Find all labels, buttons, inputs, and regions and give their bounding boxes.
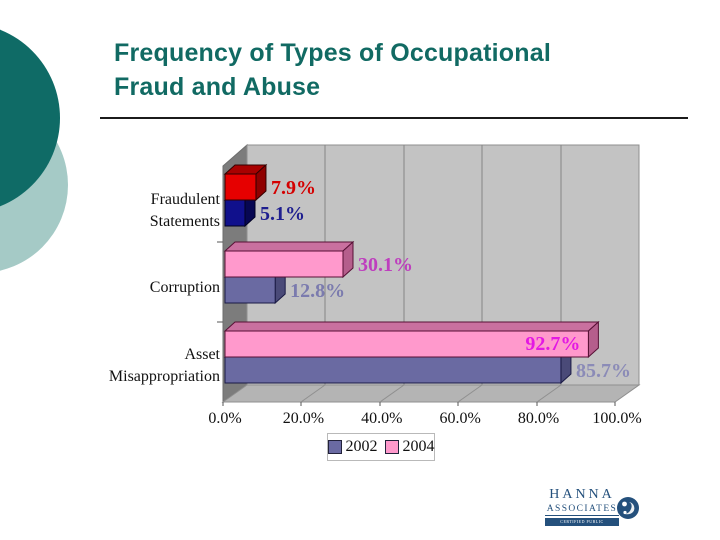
- category-label: Fraudulent Statements: [150, 191, 221, 230]
- x-axis-tick-label: 40.0%: [361, 410, 402, 427]
- company-logo: HANNA ASSOCIATES CERTIFIED PUBLIC ACCOUN…: [545, 487, 645, 526]
- x-axis-tick-label: 20.0%: [283, 410, 324, 427]
- logo-tagline: CERTIFIED PUBLIC ACCOUNTANTS: [545, 518, 619, 526]
- legend-label: 2004: [402, 438, 435, 455]
- chart-legend: 2002 2004: [327, 433, 435, 461]
- logo-name-text: HANNA: [549, 487, 615, 502]
- bar-2004-0: [223, 163, 268, 202]
- x-axis-tick-label: 100.0%: [592, 410, 641, 427]
- axis-ticks: [217, 241, 616, 406]
- bar-value-label: 7.9%: [271, 177, 316, 199]
- bars-layer: [223, 163, 600, 385]
- chart-floor: [221, 384, 641, 403]
- legend-label: 2002: [345, 438, 378, 455]
- labels-layer: 7.9% 5.1% Fraudulent Statements 30.1% 12.8% Co…: [109, 177, 642, 427]
- title-underline: [100, 117, 688, 119]
- bar-value-label: 12.8%: [290, 280, 345, 302]
- bar-2004-1: [223, 240, 355, 279]
- x-axis-tick-label: 80.0%: [518, 410, 559, 427]
- legend-item-2004: 2004: [384, 438, 435, 456]
- chart-canvas: 7.9% 5.1% Fraudulent Statements 30.1% 12.8% Co…: [109, 143, 642, 427]
- category-label: Corruption: [150, 279, 220, 296]
- legend-swatch-2002: [327, 440, 342, 454]
- legend-item-2002: 2002: [327, 438, 378, 456]
- bar-value-label: 85.7%: [576, 360, 631, 382]
- bar-value-label: 30.1%: [358, 254, 413, 276]
- logo-subtitle-text: ASSOCIATES: [545, 504, 619, 516]
- floor-gridlines: [300, 384, 562, 403]
- logo-globe-icon: [617, 497, 639, 519]
- bar-2002-2: [223, 346, 573, 385]
- slide-title: Frequency of Types of Occupational Fraud…: [114, 39, 551, 101]
- category-label: Asset Misappropriation: [109, 346, 221, 385]
- bar-value-label: 5.1%: [260, 203, 305, 225]
- legend-swatch-2004: [384, 440, 399, 454]
- bar-chart: 7.9% 5.1% Fraudulent Statements 30.1% 12.8% Co…: [0, 140, 720, 440]
- bar-2004-2: [223, 320, 600, 359]
- x-axis-tick-label: 0.0%: [208, 410, 241, 427]
- bar-value-label: 92.7%: [525, 333, 580, 355]
- x-axis-tick-label: 60.0%: [440, 410, 481, 427]
